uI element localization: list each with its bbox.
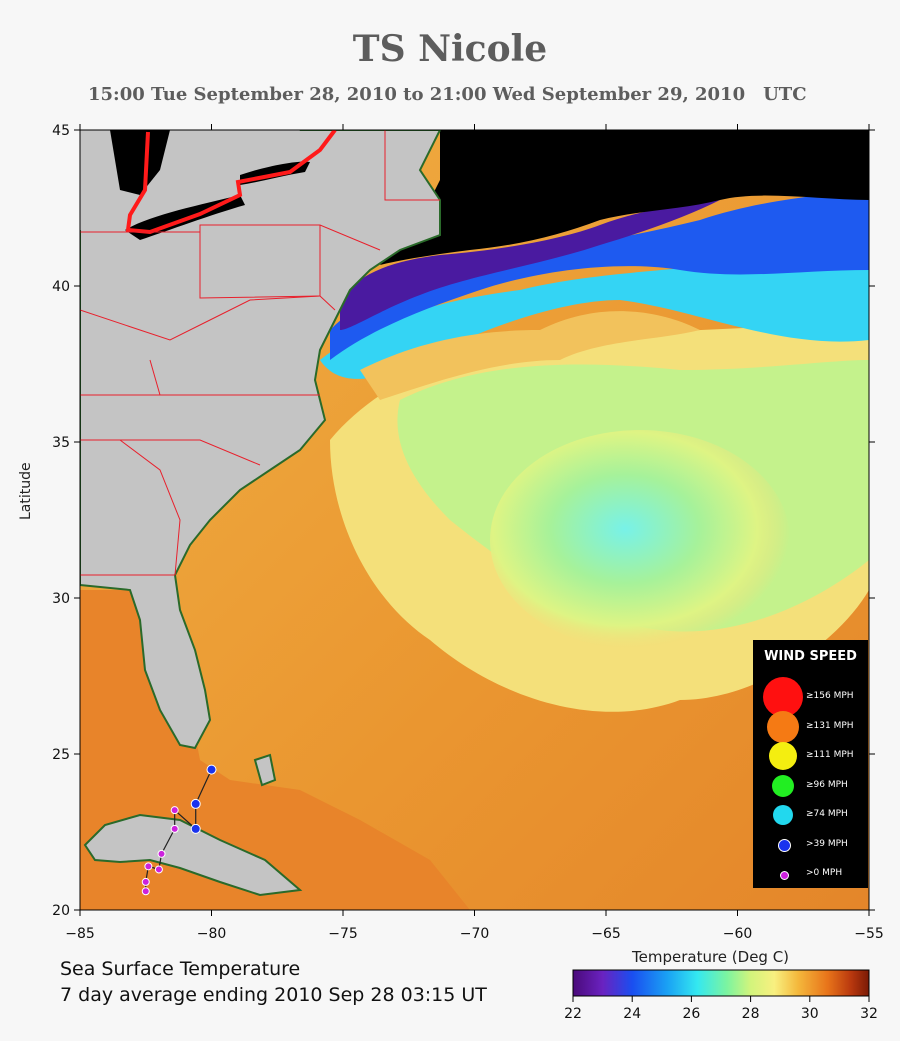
track-point (144, 862, 153, 871)
legend-label: ≥96 MPH (806, 779, 848, 790)
track-point (170, 824, 179, 833)
legend-swatch (769, 742, 797, 770)
colorbar-tick-label: 30 (801, 1006, 819, 1022)
colorbar-tick-label: 26 (682, 1006, 700, 1022)
land-us-east (80, 130, 442, 750)
track-point (157, 849, 166, 858)
track-point (170, 806, 179, 815)
lake-huron-edge (110, 130, 170, 195)
border-canada-us (125, 130, 337, 235)
legend-item: ≥74 MPH (753, 800, 868, 830)
timezone-label: UTC (763, 84, 807, 105)
lat-tick-label: 25 (52, 747, 70, 763)
legend-label: ≥131 MPH (806, 720, 854, 731)
track-point (190, 823, 201, 834)
legend-title: WIND SPEED (764, 649, 857, 664)
legend-label: ≥111 MPH (806, 750, 854, 760)
legend-swatch (767, 710, 799, 743)
track-point (206, 764, 217, 775)
legend-label: >39 MPH (806, 838, 848, 849)
legend-item: ≥156 MPH (753, 677, 868, 717)
lon-tick-label: −55 (854, 926, 884, 942)
lon-tick-label: −75 (328, 926, 358, 942)
axes-ticks: −85 −80 −75 −70 −65 −60 −55 45 40 35 30 25 20 (52, 123, 884, 942)
lat-tick-label: 35 (52, 435, 70, 451)
legend-label: ≥74 MPH (806, 809, 848, 819)
lon-tick-label: −70 (460, 926, 490, 942)
footer-line-1: Sea Surface Temperature (60, 958, 301, 980)
colorbar-label: Temperature (Deg C) (632, 948, 790, 966)
gulf-stream-warm-band (360, 311, 700, 400)
legend-item: ≥111 MPH (753, 741, 868, 771)
wind-speed-legend: WIND SPEED ≥156 MPH ≥131 MPH ≥111 MPH ≥96 M… (753, 640, 868, 888)
map-image (80, 130, 869, 910)
legend-label: ≥156 MPH (806, 691, 854, 701)
colorbar (572, 969, 870, 997)
state-borders (80, 130, 440, 576)
track-point (141, 887, 150, 896)
track-point (154, 865, 163, 874)
lat-tick-label: 40 (52, 279, 70, 295)
legend-item: ≥131 MPH (753, 710, 868, 743)
lat-tick-label: 45 (52, 123, 70, 139)
lat-tick-label: 20 (52, 903, 70, 919)
cold-water-black (380, 130, 869, 265)
colorbar-tick-label: 32 (860, 1006, 878, 1022)
land-cuba (83, 813, 303, 897)
ocean-cool-eddy (490, 430, 790, 650)
legend-swatch (763, 677, 803, 717)
legend-label: >0 MPH (806, 868, 843, 878)
colorbar-tick-label: 22 (564, 1006, 582, 1022)
date-range-text: 15:00 Tue September 28, 2010 to 21:00 We… (88, 84, 746, 105)
legend-item: >0 MPH (753, 859, 868, 889)
gulf-stream-north-wall (320, 250, 869, 379)
legend-swatch (779, 870, 789, 880)
lon-tick-label: −80 (197, 926, 227, 942)
legend-swatch (777, 839, 791, 852)
legend-item: >39 MPH (753, 830, 868, 860)
storm-track (141, 764, 217, 896)
lon-tick-label: −60 (723, 926, 753, 942)
legend-item: ≥96 MPH (753, 771, 868, 801)
colorbar-ticks: 22 24 26 28 30 32 (564, 996, 878, 1022)
lat-tick-label: 30 (52, 591, 70, 607)
track-line (145, 769, 213, 892)
shelf-water-purple (340, 200, 720, 330)
footer-line-2: 7 day average ending 2010 Sep 28 03:15 U… (60, 984, 487, 1006)
lon-tick-label: −65 (591, 926, 621, 942)
bahamas-andros (253, 753, 277, 787)
y-axis-label: Latitude (18, 462, 34, 520)
slope-water-blue (330, 190, 869, 360)
colorbar-tick-label: 24 (623, 1006, 641, 1022)
date-range: 15:00 Tue September 28, 2010 to 21:00 We… (88, 84, 888, 105)
map-title: TS Nicole (352, 28, 548, 70)
legend-swatch (772, 774, 794, 797)
track-point (141, 877, 150, 886)
colorbar-tick-label: 28 (742, 1006, 760, 1022)
legend-swatch (773, 805, 793, 825)
track-point (190, 798, 201, 809)
lon-tick-label: −85 (65, 926, 95, 942)
